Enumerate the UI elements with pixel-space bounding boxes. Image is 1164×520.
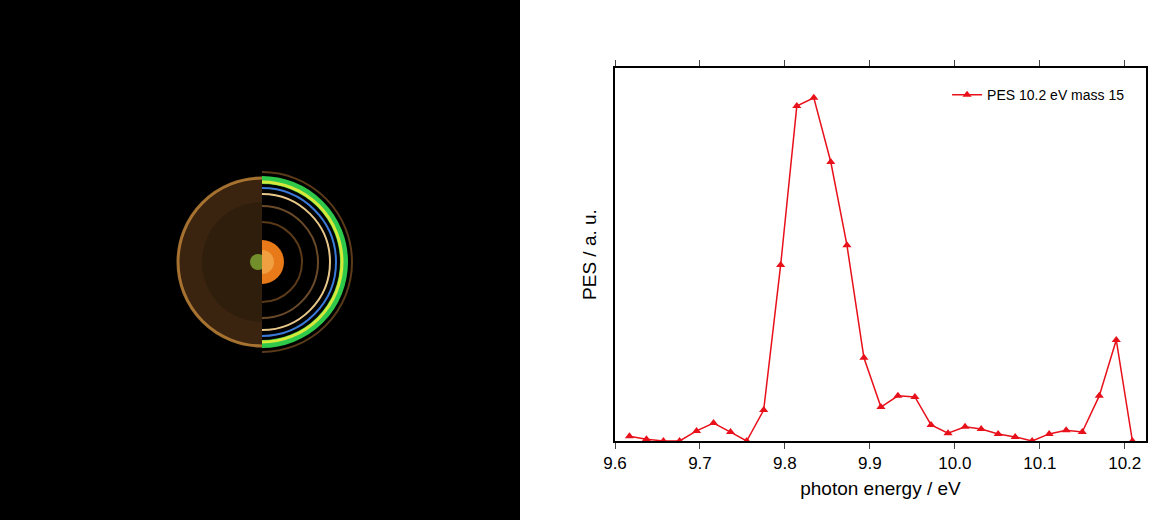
svg-text:10.2: 10.2 <box>1108 454 1141 473</box>
svg-text:PES / a. u.: PES / a. u. <box>579 209 600 300</box>
svg-text:10.0: 10.0 <box>938 454 971 473</box>
svg-text:9.9: 9.9 <box>858 454 882 473</box>
svg-text:9.7: 9.7 <box>688 454 712 473</box>
svg-text:9.8: 9.8 <box>773 454 797 473</box>
svg-text:photon energy / eV: photon energy / eV <box>800 478 961 499</box>
svg-text:10.1: 10.1 <box>1023 454 1056 473</box>
svg-text:PES 10.2 eV mass 15: PES 10.2 eV mass 15 <box>987 87 1124 103</box>
svg-text:9.6: 9.6 <box>603 454 627 473</box>
